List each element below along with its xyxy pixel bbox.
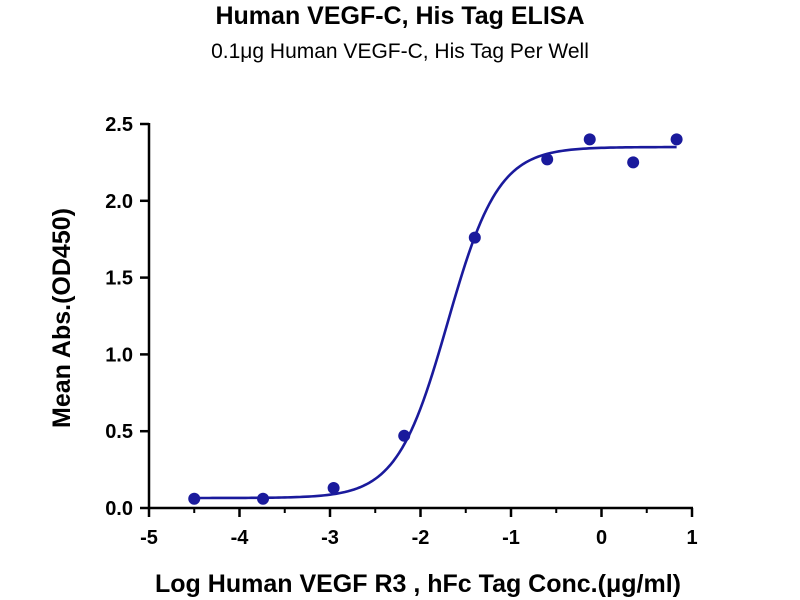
y-tick-label: 2.0 (105, 191, 133, 213)
x-tick-label: 0 (596, 527, 607, 549)
x-tick-label: -4 (231, 527, 250, 549)
y-tick-label: 1.0 (105, 344, 133, 366)
y-tick-label: 1.5 (105, 268, 133, 290)
data-point (670, 133, 683, 146)
data-point (398, 429, 411, 442)
y-tick-label: 0.5 (105, 421, 133, 443)
y-axis-label: Mean Abs.(OD450) (48, 208, 76, 428)
x-axis-label: Log Human VEGF R3 , hFc Tag Conc.(μg/ml) (155, 570, 681, 598)
y-tick-label: 2.5 (105, 114, 133, 136)
data-point (468, 231, 481, 244)
chart-title: Human VEGF-C, His Tag ELISA (215, 2, 585, 30)
data-point (627, 156, 640, 169)
x-tick-label: -5 (140, 527, 158, 549)
data-point (583, 133, 596, 146)
data-point (188, 492, 201, 505)
data-point (541, 153, 554, 166)
data-points (188, 133, 683, 505)
chart-subtitle: 0.1μg Human VEGF-C, His Tag Per Well (211, 40, 589, 63)
x-axis-ticks: -5 -4 -3 -2 -1 0 1 (140, 508, 698, 549)
data-point (327, 482, 340, 495)
axes (147, 123, 693, 510)
x-tick-label: -3 (321, 527, 339, 549)
x-tick-label: -2 (412, 527, 430, 549)
y-tick-label: 0.0 (105, 498, 133, 520)
x-tick-label: 1 (686, 527, 697, 549)
y-axis-ticks: 0.0 0.5 1.0 1.5 2.0 2.5 (105, 114, 149, 520)
data-point (257, 492, 270, 505)
x-tick-label: -1 (502, 527, 520, 549)
fit-curve (194, 145, 677, 500)
